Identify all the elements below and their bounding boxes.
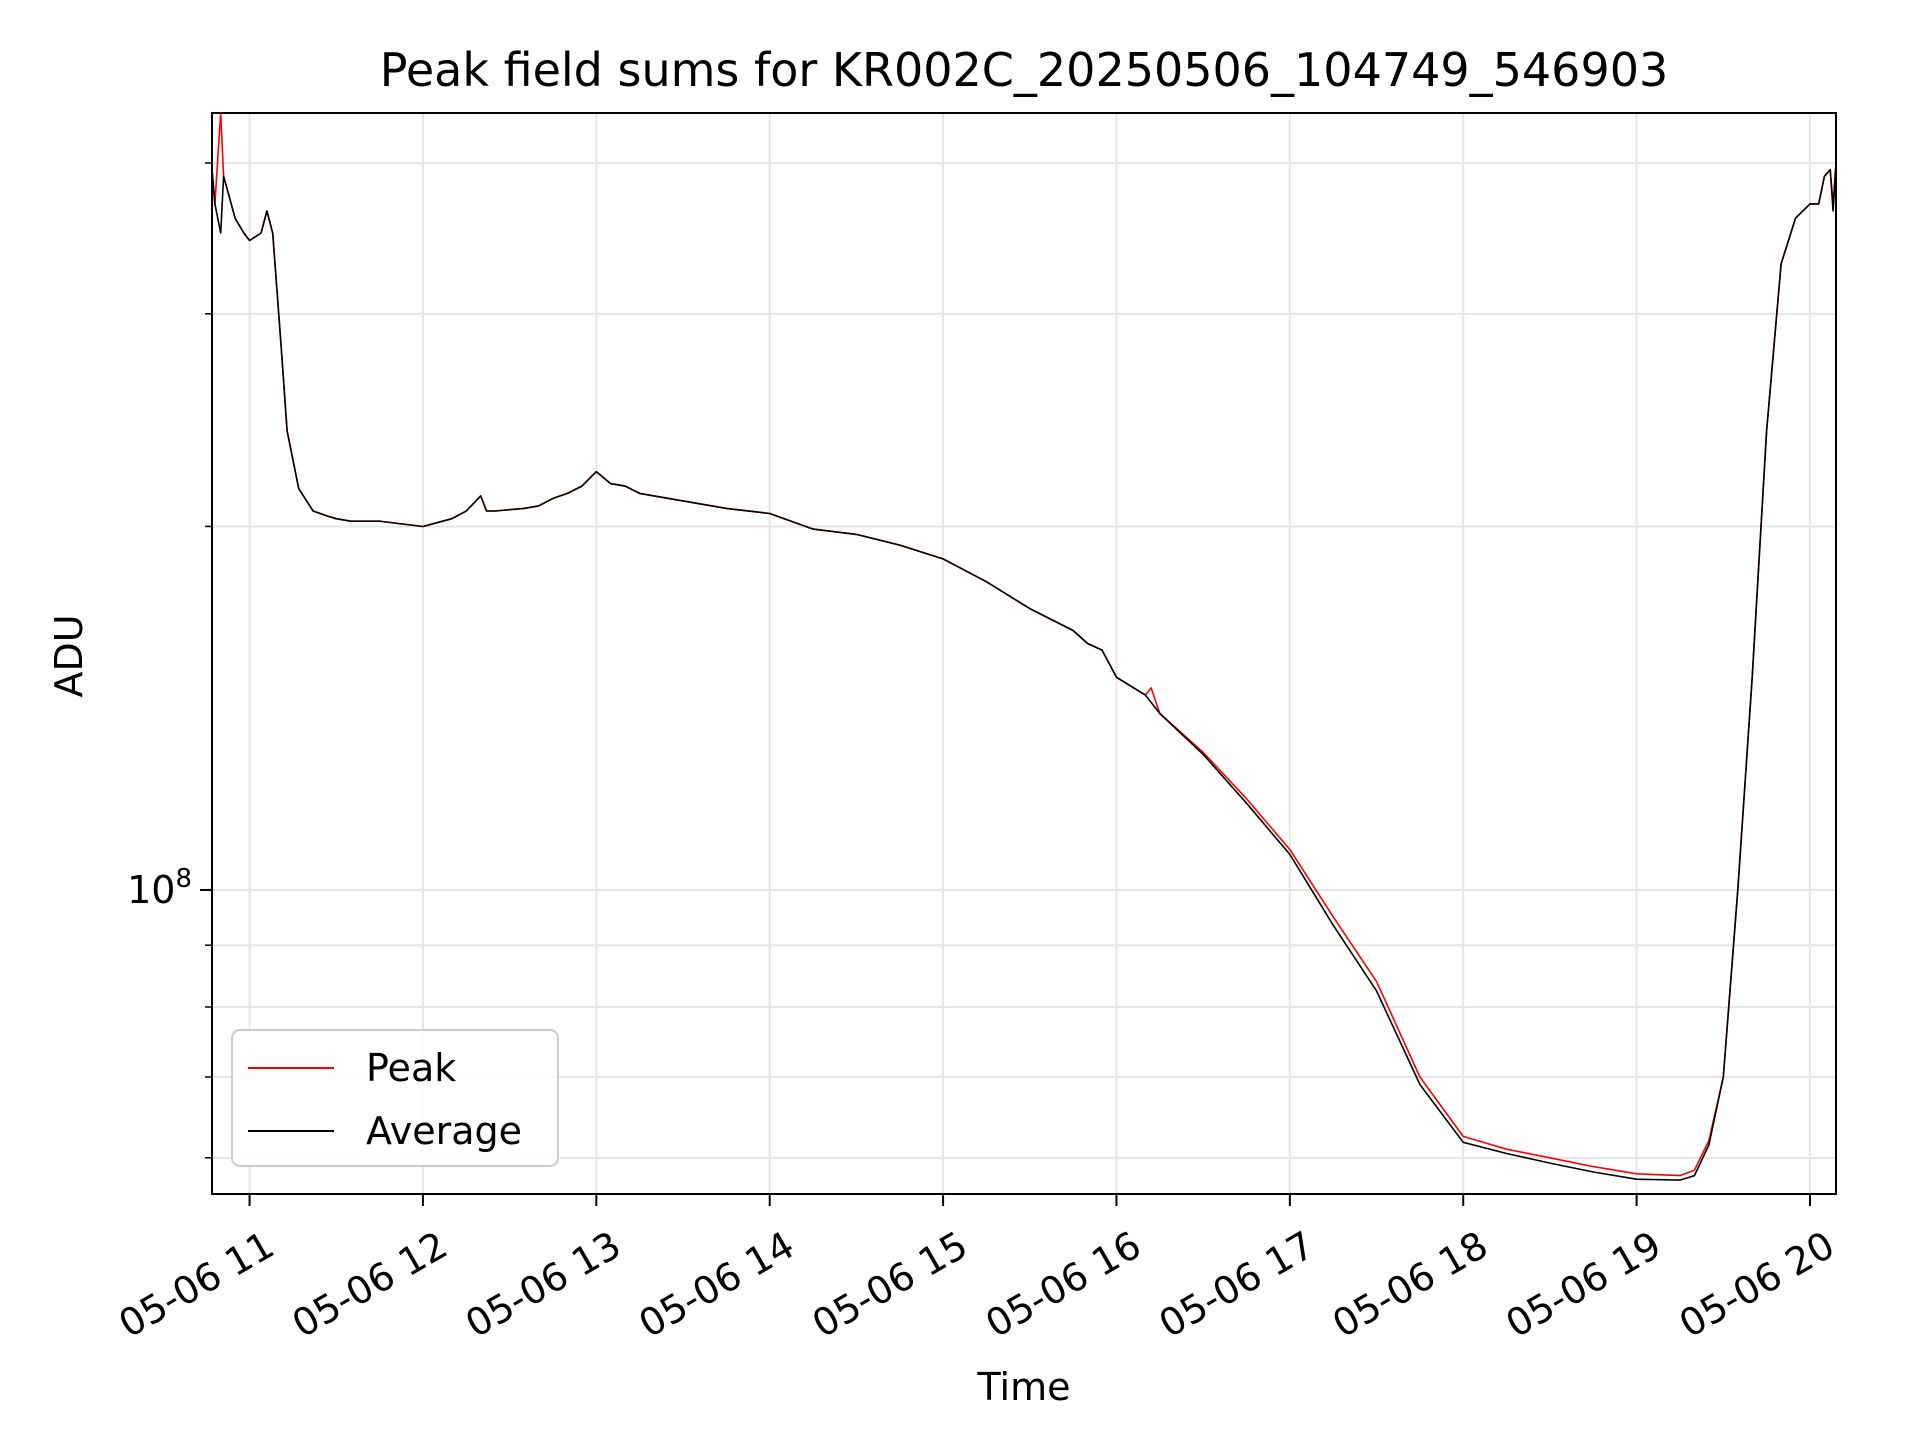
legend: Peak Average bbox=[231, 1029, 559, 1167]
legend-label-peak: Peak bbox=[366, 1046, 456, 1090]
x-axis-label: Time bbox=[977, 1365, 1071, 1409]
axes-frame bbox=[211, 112, 1837, 1195]
series-group bbox=[212, 113, 1836, 1181]
legend-label-average: Average bbox=[366, 1109, 522, 1153]
chart-title: Peak field sums for KR002C_20250506_1047… bbox=[380, 43, 1669, 97]
series-line-average bbox=[212, 162, 1836, 1181]
y-tick-label: 108 bbox=[127, 864, 192, 912]
plot-frame bbox=[211, 112, 1837, 1195]
y-axis-label: ADU bbox=[47, 614, 91, 697]
